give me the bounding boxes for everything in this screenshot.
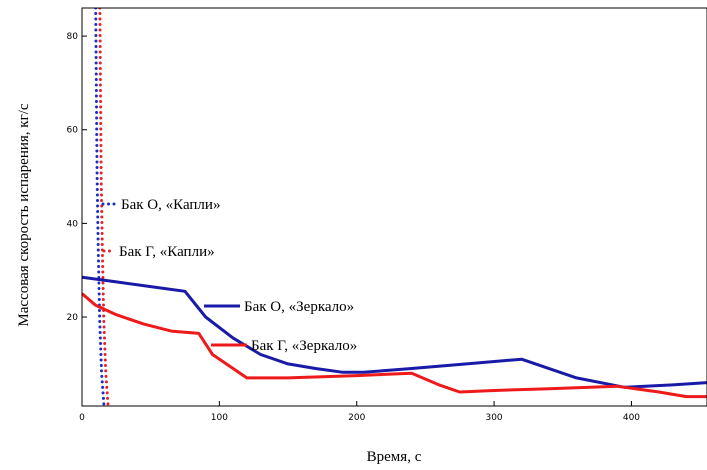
x-tick-label: 300 [485, 413, 502, 423]
x-axis-label: Время, с [367, 449, 422, 465]
series-line-4 [82, 292, 707, 399]
legend-label: Бак О, «Зеркало» [244, 299, 354, 315]
x-tick-label: 100 [211, 413, 228, 423]
y-tick-label: 20 [67, 313, 79, 323]
x-tick-label: 400 [623, 413, 640, 423]
series-line-3 [82, 275, 707, 389]
legend-label: Бак Г, «Капли» [119, 244, 215, 260]
x-tick-label: 0 [79, 413, 85, 423]
y-tick-label: 80 [67, 32, 79, 42]
y-axis-ticks: 20 40 60 80 [67, 32, 87, 323]
legend-label: Бак О, «Капли» [121, 197, 220, 213]
y-axis-label: Массовая скорость испарения, кг/с [16, 103, 32, 326]
legend-label: Бак Г, «Зеркало» [251, 338, 357, 354]
y-tick-label: 60 [67, 126, 79, 136]
series-line-2 [98, 8, 110, 406]
x-axis-ticks: 0 100 200 300 400 [79, 401, 640, 423]
plot-frame [81, 7, 707, 407]
plot-lines [82, 8, 707, 406]
y-tick-label: 40 [67, 219, 79, 229]
x-tick-label: 200 [348, 413, 365, 423]
legend: Бак О, «Капли» Бак Г, «Капли» Бак О, «Зерк… [101, 197, 357, 354]
